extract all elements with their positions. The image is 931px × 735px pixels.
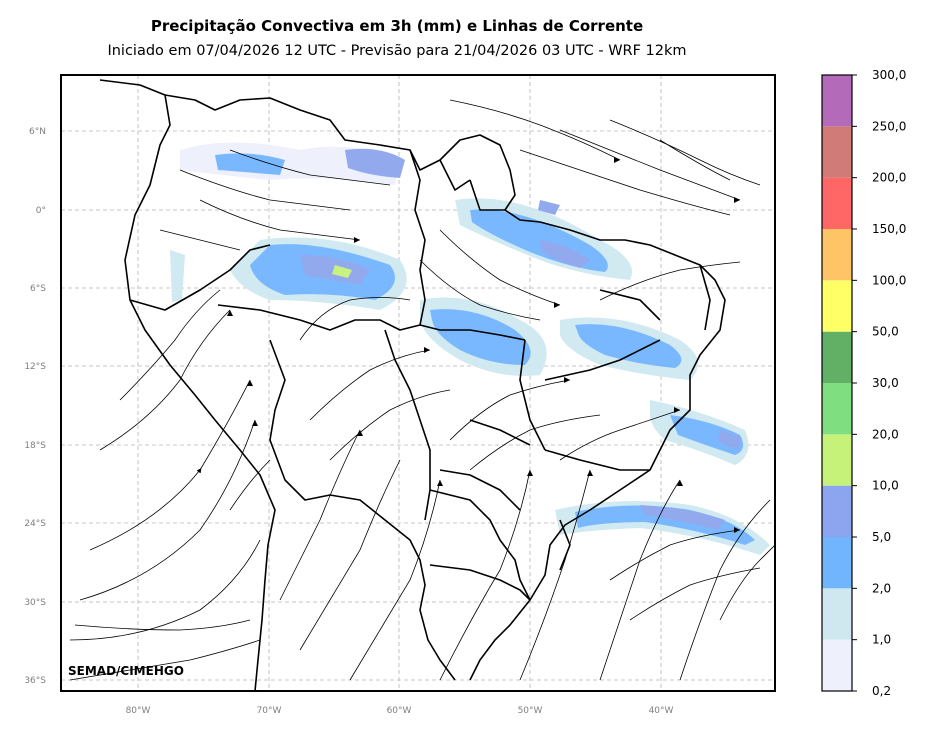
credit-label: SEMAD/CIMEHGO <box>68 664 184 678</box>
map-area <box>61 75 775 691</box>
lat-label: 24°S <box>24 519 46 529</box>
longitude-labels: 80°W 70°W 60°W 50°W 40°W <box>126 706 674 716</box>
colorbar-swatch <box>822 331 852 383</box>
colorbar-label: 1,0 <box>872 633 891 647</box>
streamline-arrows <box>227 157 740 533</box>
colorbar-swatch <box>822 280 852 332</box>
colorbar-label: 200,0 <box>872 171 906 185</box>
colorbar-label: 20,0 <box>872 427 899 441</box>
colorbar-swatch <box>822 75 852 127</box>
map-title: Precipitação Convectiva em 3h (mm) e Lin… <box>150 17 644 35</box>
lon-label: 70°W <box>257 706 282 716</box>
lon-label: 40°W <box>649 706 674 716</box>
colorbar-swatch <box>822 434 852 486</box>
colorbar-label: 10,0 <box>872 479 899 493</box>
colorbar-label: 250,0 <box>872 119 906 133</box>
lat-label: 30°S <box>24 598 46 608</box>
lat-label: 6°S <box>30 284 46 294</box>
lat-label: 12°S <box>24 362 46 372</box>
colorbar-swatch <box>822 177 852 229</box>
colorbar-swatch <box>822 588 852 640</box>
lat-label: 36°S <box>24 676 46 686</box>
colorbar-swatches <box>822 75 852 691</box>
colorbar-label: 300,0 <box>872 68 906 82</box>
colorbar-label: 2,0 <box>872 581 891 595</box>
latitude-labels: 6°N 0° 6°S 12°S 18°S 24°S 30°S 36°S <box>24 127 46 686</box>
colorbar-swatch <box>822 485 852 537</box>
precipitation-field <box>170 142 770 555</box>
colorbar-label: 5,0 <box>872 530 891 544</box>
colorbar-swatch <box>822 639 852 691</box>
map-frame <box>60 74 776 692</box>
colorbar: 0,2 1,0 2,0 5,0 10,0 20,0 30,0 50,0 100,0 150,0 20… <box>821 68 906 698</box>
colorbar-swatch <box>822 229 852 281</box>
streamlines <box>69 99 775 681</box>
colorbar-labels: 0,2 1,0 2,0 5,0 10,0 20,0 30,0 50,0 100,0 150,0 20… <box>852 68 906 698</box>
lat-label: 6°N <box>29 127 46 137</box>
colorbar-label: 50,0 <box>872 325 899 339</box>
colorbar-swatch <box>822 383 852 435</box>
lon-label: 80°W <box>126 706 151 716</box>
colorbar-label: 150,0 <box>872 222 906 236</box>
lat-label: 18°S <box>24 441 46 451</box>
lat-label: 0° <box>36 206 46 216</box>
colorbar-label: 100,0 <box>872 273 906 287</box>
colorbar-swatch <box>822 126 852 178</box>
colorbar-label: 30,0 <box>872 376 899 390</box>
country-borders <box>99 79 726 691</box>
lon-label: 50°W <box>518 706 543 716</box>
colorbar-swatch <box>822 537 852 589</box>
map-subtitle: Iniciado em 07/04/2026 12 UTC - Previsão… <box>107 43 687 59</box>
colorbar-label: 0,2 <box>872 684 891 698</box>
lon-label: 60°W <box>387 706 412 716</box>
